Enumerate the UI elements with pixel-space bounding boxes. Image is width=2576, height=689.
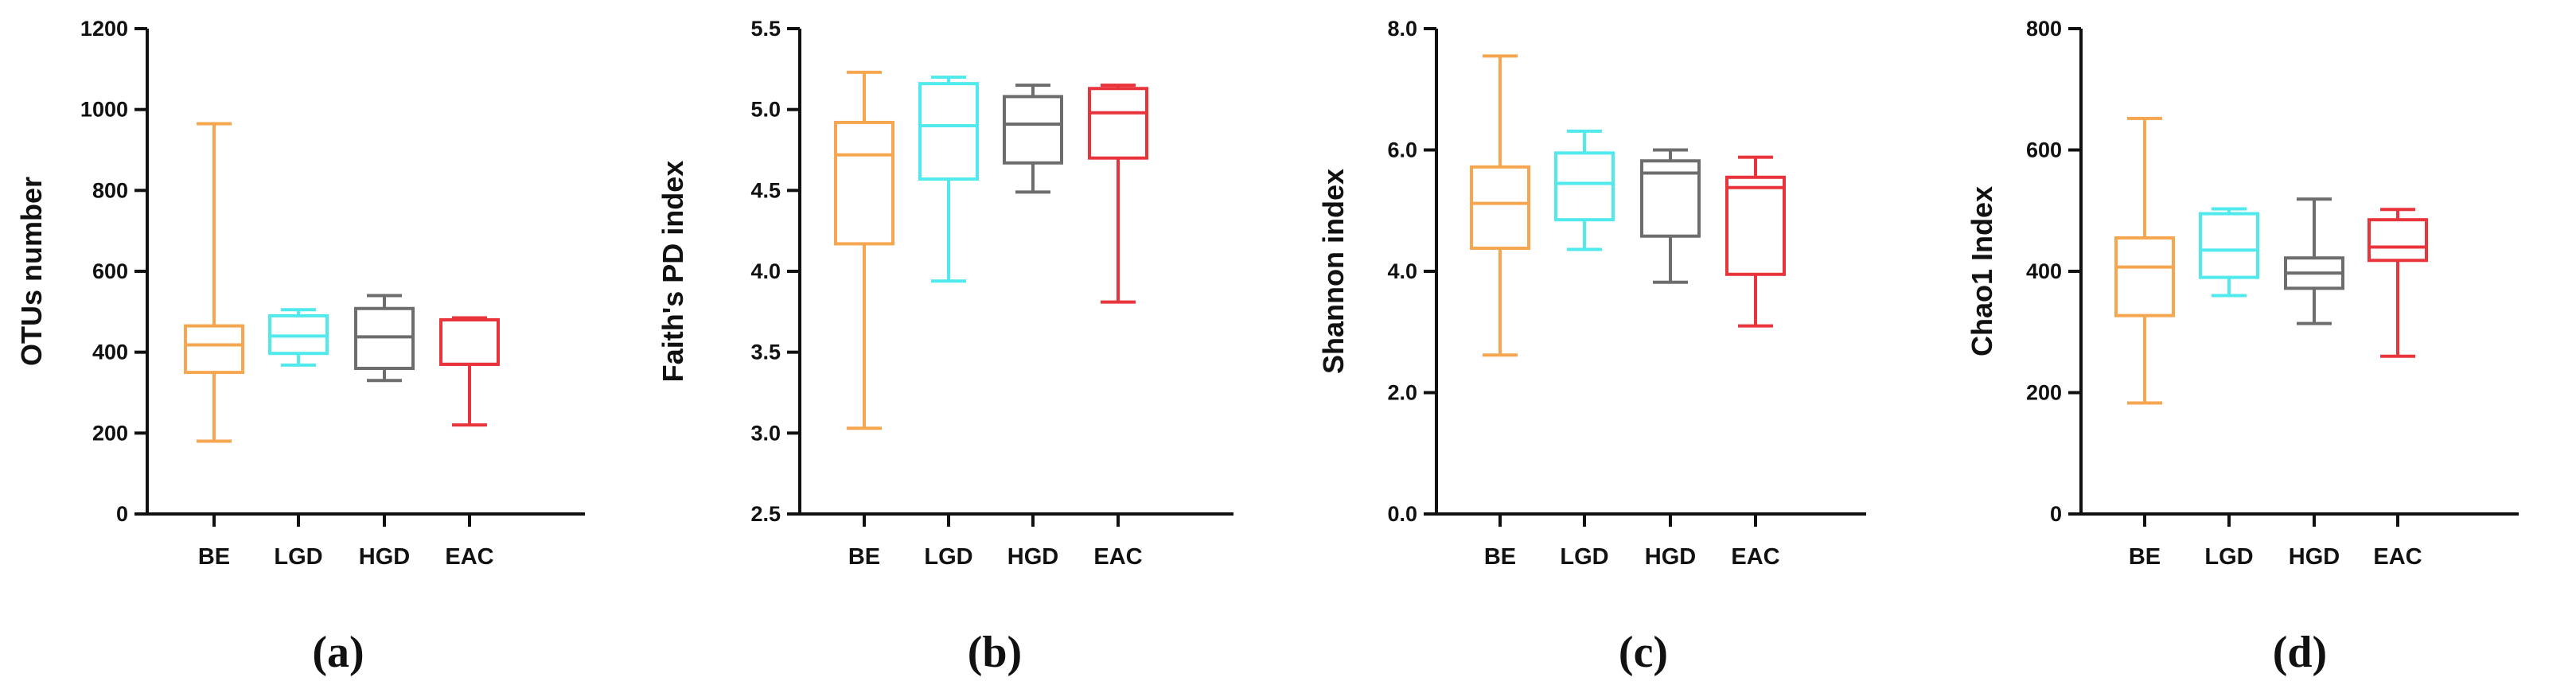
y-tick-label: 0.0 (1387, 502, 1417, 526)
panel-c: Shannon index (c) 0.0 2.0 4.0 6.0 8.0 BE LGD H… (1317, 17, 1866, 677)
y-tick-label: 800 (92, 178, 128, 202)
iqr-box (1554, 151, 1615, 222)
panel-a: OTUs number (a) 0 200 400 600 800 1000 1200 BE… (15, 17, 585, 677)
iqr-box (2368, 218, 2428, 263)
box-lgd (1554, 129, 1615, 251)
category-label-be: BE (1484, 544, 1516, 570)
category-label-hgd: HGD (2289, 544, 2340, 570)
y-tick-label: 0 (116, 502, 128, 526)
y-tick-label: 2.0 (1387, 381, 1417, 405)
iqr-box (439, 318, 500, 366)
box-group (834, 70, 1148, 430)
category-label-lgd: LGD (1560, 544, 1608, 570)
category-labels: BE LGD HGD EAC (2129, 514, 2422, 570)
y-tick-label: 400 (2026, 259, 2062, 283)
y-tick-label: 3.0 (750, 421, 781, 445)
category-labels: BE LGD HGD EAC (1484, 514, 1780, 570)
box-be (2114, 116, 2175, 405)
y-tick-label: 4.0 (1387, 259, 1417, 283)
box-lgd (2199, 207, 2259, 298)
y-axis-title: Faith's PD index (657, 161, 689, 383)
y-tick-label: 2.5 (750, 502, 781, 526)
y-tick-label: 800 (2026, 17, 2062, 41)
y-axis-title: OTUs number (15, 177, 48, 366)
box-eac (1725, 155, 1786, 328)
category-label-hgd: HGD (1645, 544, 1696, 570)
category-label-lgd: LGD (2204, 544, 2253, 570)
y-tick-label: 200 (92, 421, 128, 445)
y-ticks: 0 200 400 600 800 1000 1200 (80, 17, 147, 526)
y-tick-label: 5.5 (750, 17, 781, 41)
y-tick-label: 200 (2026, 381, 2062, 405)
category-label-eac: EAC (1093, 544, 1142, 570)
y-tick-label: 1200 (80, 17, 128, 41)
y-tick-label: 400 (92, 341, 128, 364)
box-eac (1088, 84, 1148, 304)
category-labels: BE LGD HGD EAC (198, 514, 494, 570)
box-hgd (1640, 148, 1701, 284)
panel-label: (d) (2273, 628, 2327, 677)
y-ticks: 0 200 400 600 800 (2026, 17, 2081, 526)
panel-d: Chao1 Index (d) 0 200 400 600 800 BE LGD HGD EA… (1966, 17, 2519, 677)
box-be (834, 70, 894, 430)
box-hgd (354, 294, 415, 383)
box-group (2114, 116, 2428, 405)
category-label-be: BE (848, 544, 880, 570)
category-label-lgd: LGD (274, 544, 322, 570)
iqr-box (184, 324, 244, 375)
iqr-box (1640, 159, 1701, 238)
box-group (184, 122, 500, 443)
category-label-be: BE (198, 544, 230, 570)
iqr-box (2114, 236, 2175, 317)
category-label-hgd: HGD (359, 544, 410, 570)
box-be (1470, 54, 1530, 357)
iqr-box (1088, 87, 1148, 160)
category-label-lgd: LGD (924, 544, 972, 570)
box-eac (2368, 208, 2428, 358)
y-tick-label: 4.5 (750, 178, 781, 202)
y-tick-label: 600 (92, 259, 128, 283)
y-tick-label: 6.0 (1387, 138, 1417, 162)
panel-label: (c) (1619, 628, 1668, 677)
iqr-box (1725, 175, 1786, 276)
y-tick-label: 8.0 (1387, 17, 1417, 41)
y-ticks: 2.5 3.0 3.5 4.0 4.5 5.0 5.5 (750, 17, 800, 526)
y-axis-title: Shannon index (1317, 169, 1350, 374)
category-label-be: BE (2129, 544, 2161, 570)
y-tick-label: 3.5 (750, 341, 781, 364)
panel-b: Faith's PD index (b) 2.5 3.0 3.5 4.0 4.5 5.0 5… (657, 17, 1233, 677)
iqr-box (834, 120, 894, 246)
iqr-box (1003, 95, 1063, 165)
box-hgd (1003, 84, 1063, 194)
iqr-box (1470, 165, 1530, 251)
y-axis-title: Chao1 Index (1966, 186, 1998, 356)
iqr-box (918, 82, 979, 181)
box-eac (439, 316, 500, 427)
panel-label: (b) (968, 628, 1022, 677)
box-be (184, 122, 244, 443)
category-label-eac: EAC (1731, 544, 1779, 570)
category-label-eac: EAC (2373, 544, 2422, 570)
box-lgd (268, 308, 329, 367)
category-label-eac: EAC (445, 544, 493, 570)
box-hgd (2284, 197, 2344, 325)
iqr-box (2199, 212, 2259, 279)
y-tick-label: 1000 (80, 98, 128, 122)
box-group (1470, 54, 1786, 357)
y-tick-label: 600 (2026, 138, 2062, 162)
y-ticks: 0.0 2.0 4.0 6.0 8.0 (1387, 17, 1436, 526)
y-tick-label: 0 (2050, 502, 2062, 526)
iqr-box (354, 306, 415, 370)
y-tick-label: 4.0 (750, 259, 781, 283)
panel-label: (a) (312, 628, 364, 677)
category-labels: BE LGD HGD EAC (848, 514, 1143, 570)
box-lgd (918, 76, 979, 283)
y-tick-label: 5.0 (750, 98, 781, 122)
category-label-hgd: HGD (1007, 544, 1058, 570)
